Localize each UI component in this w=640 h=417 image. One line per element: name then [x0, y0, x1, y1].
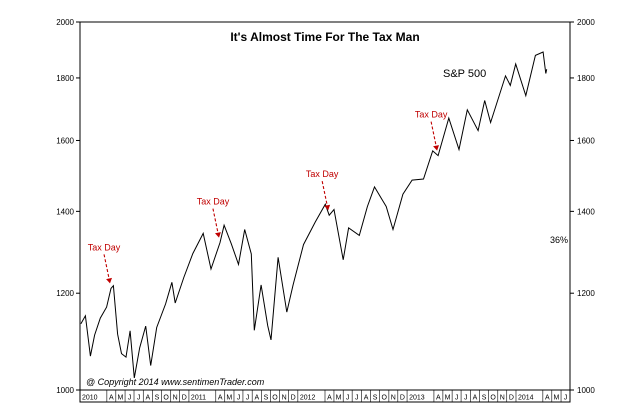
month-tick-label: A — [364, 395, 369, 402]
month-tick-label: J — [355, 395, 359, 402]
month-tick-label: J — [137, 395, 141, 402]
month-tick-label: M — [554, 395, 560, 402]
annotation-label: Tax Day — [197, 197, 230, 207]
annotations: Tax Day Tax Day Tax Day Tax Day — [88, 110, 448, 284]
month-tick-label: J — [246, 395, 250, 402]
month-tick-label: S — [373, 395, 378, 402]
month-tick-label: O — [382, 395, 388, 402]
month-tick-label: A — [473, 395, 478, 402]
month-tick-label: S — [482, 395, 487, 402]
month-tick-label: M — [336, 395, 342, 402]
month-tick-label: N — [391, 395, 396, 402]
month-tick-label: M — [445, 395, 451, 402]
y-tick-label-right: 2000 — [577, 18, 595, 27]
x-axis: 2010 A M J J A S O N D 2011 A M J J A S O N D 2012 A M J J A S O N D 2… — [79, 390, 568, 402]
month-tick-label: J — [564, 395, 568, 402]
month-tick-label: J — [237, 395, 241, 402]
y-tick-label-left: 1000 — [56, 386, 74, 395]
y-tick-label-left: 1200 — [56, 289, 74, 298]
month-tick-label: A — [109, 395, 114, 402]
month-tick-label: A — [327, 395, 332, 402]
month-tick-label: O — [163, 395, 169, 402]
annotation-label: Tax Day — [88, 242, 121, 252]
annotation-label: Tax Day — [415, 110, 448, 120]
y-tick-label-left: 1800 — [56, 74, 74, 83]
y-tick-label-right: 1400 — [577, 207, 595, 216]
y-tick-label-left: 1400 — [56, 207, 74, 216]
month-tick-label: D — [291, 395, 296, 402]
copyright-text: @ Copyright 2014 www.sentimenTrader.com — [86, 377, 265, 387]
month-tick-label: 2010 — [82, 395, 98, 402]
month-tick-label: D — [400, 395, 405, 402]
series-label: S&P 500 — [443, 68, 486, 80]
y-tick-label-right: 1000 — [577, 386, 595, 395]
month-tick-label: A — [436, 395, 441, 402]
y-tick-label-left: 1600 — [56, 136, 74, 145]
month-tick-label: N — [282, 395, 287, 402]
month-tick-label: J — [464, 395, 468, 402]
month-tick-label: M — [226, 395, 232, 402]
y-tick-label-right: 1200 — [577, 289, 595, 298]
month-tick-label: 2011 — [191, 395, 206, 402]
chart-title: It's Almost Time For The Tax Man — [230, 30, 419, 44]
y-axis-right: 1000 1200 1400 1600 1800 2000 — [570, 18, 595, 395]
month-tick-label: O — [490, 395, 496, 402]
month-tick-label: N — [500, 395, 505, 402]
month-tick-label: A — [218, 395, 223, 402]
y-tick-label-left: 2000 — [56, 18, 74, 27]
annotation-label: Tax Day — [306, 169, 339, 179]
month-tick-label: 2012 — [300, 395, 316, 402]
month-tick-label: D — [182, 395, 187, 402]
annotation-arrow-head — [106, 277, 112, 284]
annotation-arrow-head — [324, 204, 331, 211]
annotation-arrow-head — [215, 232, 221, 238]
month-tick-label: 2013 — [409, 395, 425, 402]
series-line — [80, 51, 548, 378]
annotation-arrow-head — [433, 145, 439, 151]
month-tick-label: D — [509, 395, 514, 402]
month-tick-label: N — [173, 395, 178, 402]
y-tick-label-right: 1800 — [577, 74, 595, 83]
month-tick-label: S — [155, 395, 160, 402]
month-tick-label: M — [118, 395, 124, 402]
y-tick-label-right: 1600 — [577, 136, 595, 145]
month-tick-label: 2014 — [518, 395, 534, 402]
month-tick-label: J — [128, 395, 132, 402]
month-tick-label: S — [264, 395, 269, 402]
month-tick-label: O — [272, 395, 278, 402]
month-tick-label: A — [254, 395, 259, 402]
month-tick-label: J — [455, 395, 459, 402]
month-tick-label: A — [545, 395, 550, 402]
percent-label: 36% — [550, 235, 568, 245]
y-axis-left: 1000 1200 1400 1600 1800 2000 — [56, 18, 80, 395]
month-tick-label: A — [146, 395, 151, 402]
month-tick-label: J — [346, 395, 350, 402]
